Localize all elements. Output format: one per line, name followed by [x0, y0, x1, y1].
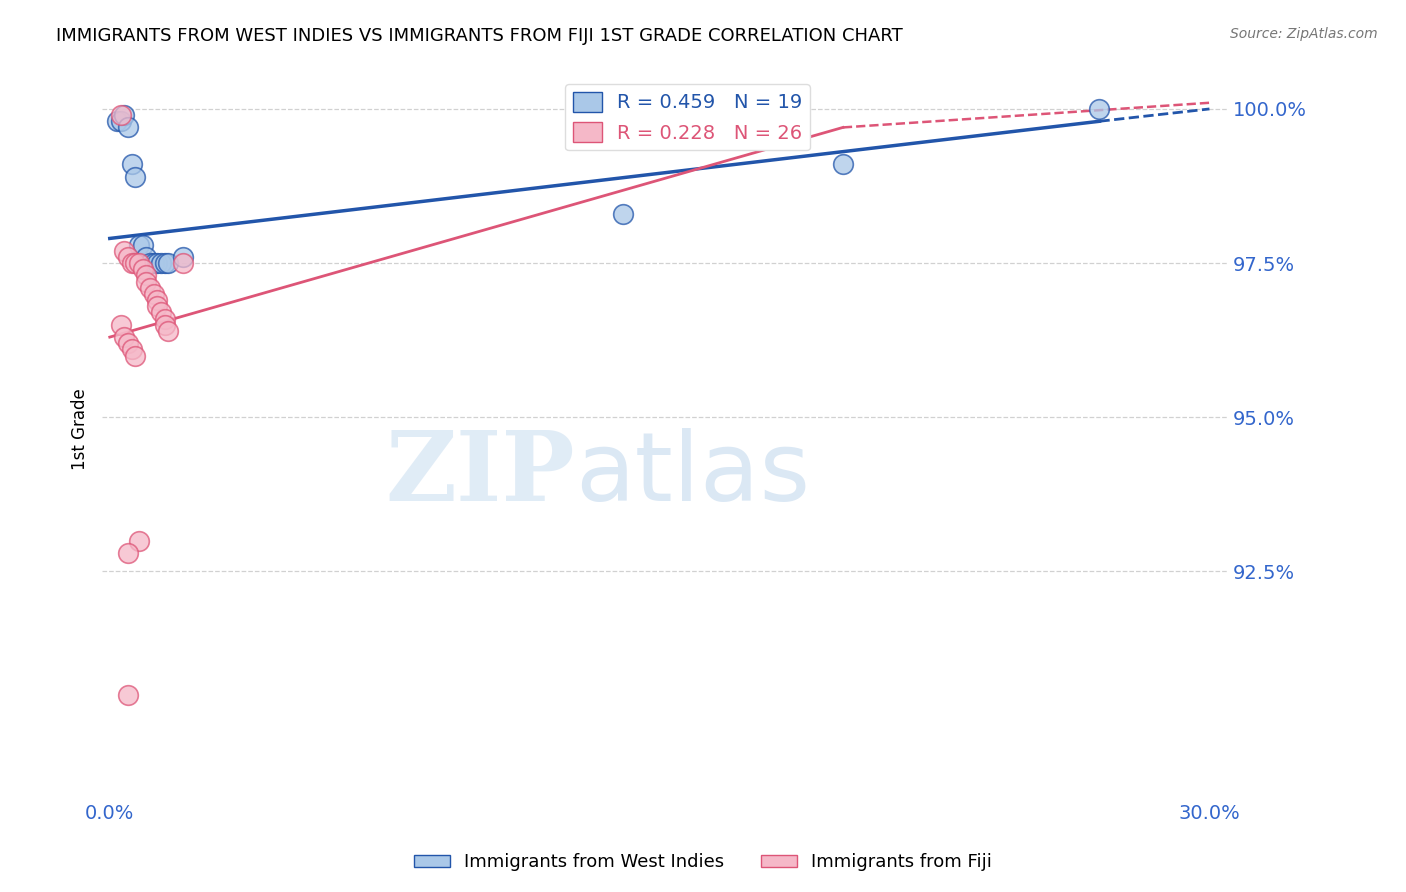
- Point: [172, 256, 194, 270]
- Point: [153, 318, 176, 332]
- Point: [1088, 102, 1111, 116]
- Point: [124, 349, 146, 363]
- Point: [135, 268, 157, 283]
- Point: [121, 343, 143, 357]
- Text: Source: ZipAtlas.com: Source: ZipAtlas.com: [1230, 27, 1378, 41]
- Point: [132, 262, 155, 277]
- Point: [139, 256, 162, 270]
- Point: [112, 108, 135, 122]
- Legend: R = 0.459   N = 19, R = 0.228   N = 26: R = 0.459 N = 19, R = 0.228 N = 26: [565, 84, 810, 151]
- Point: [112, 330, 135, 344]
- Point: [124, 169, 146, 184]
- Point: [146, 299, 169, 313]
- Text: atlas: atlas: [575, 427, 810, 521]
- Point: [146, 256, 169, 270]
- Point: [128, 256, 150, 270]
- Point: [128, 237, 150, 252]
- Point: [124, 256, 146, 270]
- Point: [142, 256, 165, 270]
- Point: [139, 281, 162, 295]
- Point: [135, 275, 157, 289]
- Point: [117, 250, 139, 264]
- Point: [117, 688, 139, 702]
- Point: [150, 305, 173, 319]
- Point: [153, 256, 176, 270]
- Point: [831, 157, 853, 171]
- Point: [121, 157, 143, 171]
- Point: [172, 250, 194, 264]
- Legend: Immigrants from West Indies, Immigrants from Fiji: Immigrants from West Indies, Immigrants …: [406, 847, 1000, 879]
- Point: [105, 114, 128, 128]
- Point: [142, 287, 165, 301]
- Text: ZIP: ZIP: [385, 427, 575, 521]
- Point: [117, 120, 139, 135]
- Point: [612, 207, 634, 221]
- Point: [110, 318, 132, 332]
- Point: [128, 533, 150, 548]
- Text: IMMIGRANTS FROM WEST INDIES VS IMMIGRANTS FROM FIJI 1ST GRADE CORRELATION CHART: IMMIGRANTS FROM WEST INDIES VS IMMIGRANT…: [56, 27, 903, 45]
- Point: [110, 114, 132, 128]
- Point: [150, 256, 173, 270]
- Point: [157, 256, 180, 270]
- Point: [117, 546, 139, 560]
- Y-axis label: 1st Grade: 1st Grade: [72, 389, 89, 470]
- Point: [132, 237, 155, 252]
- Point: [153, 311, 176, 326]
- Point: [112, 244, 135, 258]
- Point: [135, 250, 157, 264]
- Point: [157, 324, 180, 338]
- Point: [146, 293, 169, 307]
- Point: [110, 108, 132, 122]
- Point: [117, 336, 139, 351]
- Point: [121, 256, 143, 270]
